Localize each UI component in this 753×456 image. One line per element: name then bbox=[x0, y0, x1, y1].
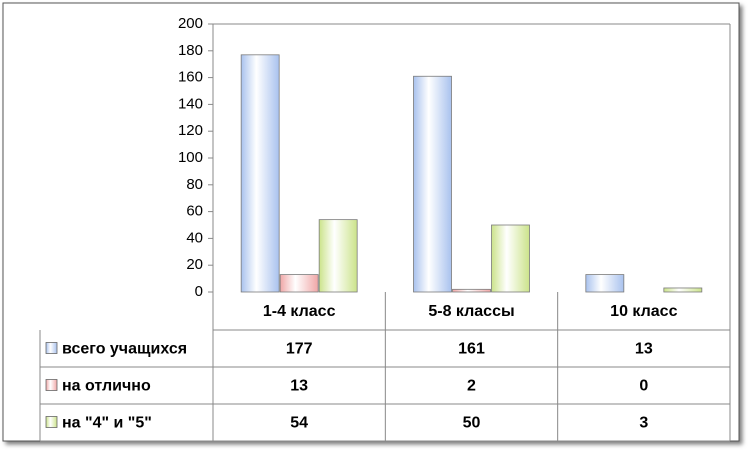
y-tick-label: 0 bbox=[195, 283, 203, 300]
table-value: 54 bbox=[290, 415, 308, 432]
y-tick-label: 120 bbox=[178, 122, 203, 139]
y-tick-label: 200 bbox=[178, 15, 203, 32]
y-tick-label: 20 bbox=[186, 256, 203, 273]
x-tick-label: 1-4 класс bbox=[263, 303, 336, 320]
bar bbox=[585, 274, 625, 293]
y-tick-label: 180 bbox=[178, 42, 203, 59]
legend-key bbox=[45, 342, 58, 354]
bar bbox=[413, 75, 452, 293]
bar bbox=[663, 287, 703, 293]
table-value: 0 bbox=[639, 378, 648, 395]
y-tick-label: 160 bbox=[178, 69, 203, 86]
bar bbox=[240, 54, 280, 293]
legend-label: на "4" и "5" bbox=[62, 415, 152, 432]
legend-key bbox=[45, 379, 58, 391]
table-value: 3 bbox=[639, 415, 648, 432]
legend-key bbox=[45, 416, 58, 428]
bar bbox=[452, 288, 491, 293]
bar bbox=[491, 224, 530, 293]
table-value: 13 bbox=[290, 378, 308, 395]
legend-label: на отлично bbox=[62, 378, 151, 395]
table-value: 161 bbox=[458, 341, 485, 358]
y-tick-label: 140 bbox=[178, 95, 203, 112]
chart-frame bbox=[2, 2, 740, 442]
legend-label: всего учащихся bbox=[62, 341, 187, 358]
y-tick-label: 60 bbox=[186, 203, 203, 220]
bar bbox=[279, 274, 319, 293]
y-tick-label: 40 bbox=[186, 229, 203, 246]
y-tick-label: 80 bbox=[186, 176, 203, 193]
table-value: 177 bbox=[286, 341, 313, 358]
table-value: 13 bbox=[635, 341, 653, 358]
x-tick-label: 5-8 классы bbox=[428, 303, 514, 320]
bar bbox=[318, 219, 358, 293]
table-value: 2 bbox=[467, 378, 476, 395]
x-tick-label: 10 класс bbox=[610, 303, 677, 320]
y-tick-label: 100 bbox=[178, 149, 203, 166]
table-value: 50 bbox=[463, 415, 481, 432]
